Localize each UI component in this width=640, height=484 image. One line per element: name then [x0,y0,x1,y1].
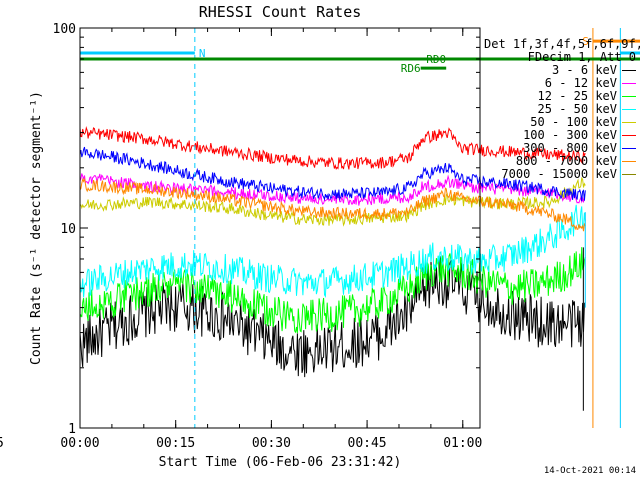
legend-entry-5: 100 - 300 keV [484,129,636,142]
legend-swatch-4 [622,122,636,123]
legend-label-5: 100 - 300 keV [523,128,617,142]
legend: Det 1f,3f,4f,5f,6f,9f, FDecim 1, Att 0 3… [484,37,640,181]
series-line-1 [79,173,586,206]
annotation-label-5: RD6 [401,62,421,75]
series-line-2 [79,247,586,334]
series-line-7 [79,177,586,232]
series-line-0 [79,256,586,378]
series-line-5 [79,125,586,171]
legend-entry-4: 50 - 100 keV [484,116,636,129]
legend-swatch-2 [622,96,636,97]
legend-label-1: 6 - 12 keV [544,76,617,90]
generation-timestamp: 14-Oct-2021 00:14 [543,466,636,476]
legend-swatch-6 [622,148,636,149]
legend-swatch-7 [622,161,636,162]
y-tick-label-0: 1 [68,422,76,437]
legend-entry-0: 3 - 6 keV [484,64,636,77]
legend-label-2: 12 - 25 keV [537,89,617,103]
legend-swatch-8 [622,174,636,175]
series-line-4 [79,177,586,227]
annotation-layer: N S RD0 RD6 [80,35,640,75]
legend-label-7: 800 - 7000 keV [515,154,617,168]
axes-layer: 23:45 00:00 00:15 00:30 00:45 01:00 1 10 100 [0,22,482,451]
y-axis-label: Count Rate (s⁻¹ detector segment⁻¹) [29,91,44,365]
legend-label-0: 3 - 6 keV [551,63,617,77]
annotation-label-4: RD0 [426,53,446,66]
x-tick-label-3: 00:30 [252,436,291,451]
legend-label-3: 25 - 50 keV [537,102,617,116]
annotation-label-1: S [582,35,589,48]
x-axis-label: Start Time (06-Feb-06 23:31:42) [159,455,402,470]
x-tick-label-2: 00:15 [156,436,195,451]
legend-entry-3: 25 - 50 keV [484,103,636,116]
x-tick-label-0: 23:45 [0,436,4,451]
series-line-3 [79,204,586,298]
x-tick-label-1: 00:00 [60,436,99,451]
annotation-label-0: N [199,47,206,60]
legend-label-8: 7000 - 15000 keV [501,167,617,181]
legend-header-line-1: Det 1f,3f,4f,5f,6f,9f, [484,37,640,51]
x-tick-label-4: 00:45 [348,436,387,451]
legend-label-6: 300 - 800 keV [523,141,617,155]
y-tick-label-2: 100 [53,22,76,37]
series-line-6 [79,146,586,202]
legend-header-line-2: FDecim 1, Att 0 [527,50,636,64]
legend-swatch-1 [622,83,636,84]
legend-swatch-0 [622,70,636,71]
legend-entry-7: 800 - 7000 keV [484,155,636,168]
legend-entry-6: 300 - 800 keV [484,142,636,155]
legend-swatch-3 [622,109,636,110]
legend-label-4: 50 - 100 keV [530,115,617,129]
legend-entry-1: 6 - 12 keV [484,77,636,90]
legend-swatch-5 [622,135,636,136]
legend-entry-2: 12 - 25 keV [484,90,636,103]
x-tick-label-5: 01:00 [443,436,482,451]
chart-title: RHESSI Count Rates [199,3,362,21]
y-tick-label-1: 10 [60,222,76,237]
series-layer [79,125,586,411]
legend-entry-8: 7000 - 15000 keV [484,168,636,181]
